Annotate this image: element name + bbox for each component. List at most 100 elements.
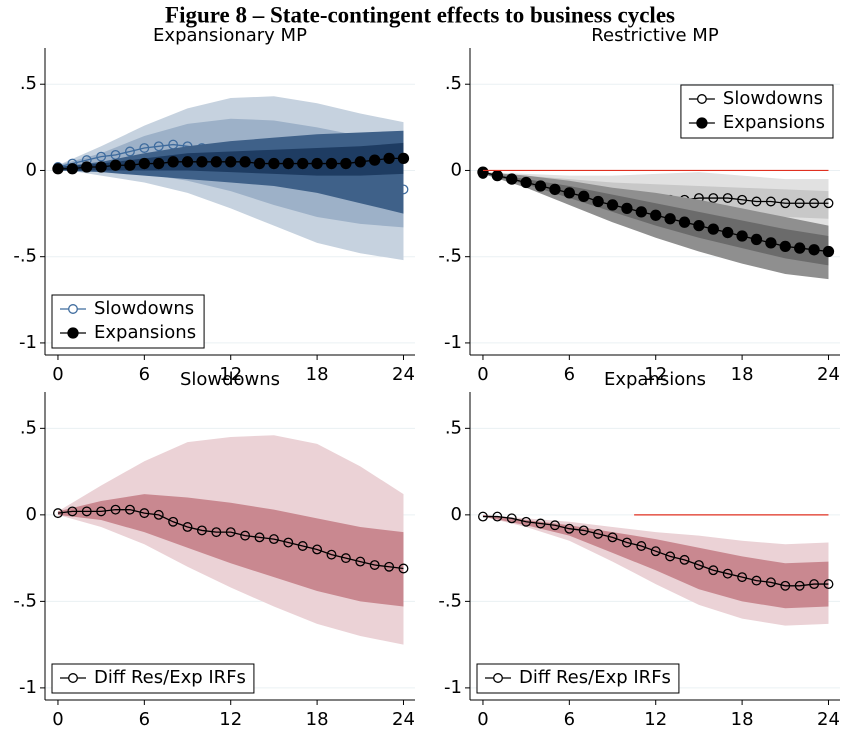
x-tick-label: 6	[139, 709, 150, 730]
marker	[765, 237, 777, 249]
marker	[354, 156, 366, 168]
x-tick-label: 12	[219, 709, 242, 730]
marker	[311, 157, 323, 170]
marker	[139, 143, 150, 153]
legend-box	[51, 294, 205, 349]
marker	[268, 534, 279, 545]
x-tick-label: 0	[477, 364, 488, 385]
y-tick-label: .5	[445, 417, 462, 438]
marker	[96, 151, 107, 162]
marker	[398, 563, 409, 574]
marker	[196, 156, 208, 168]
y-tick-label: -1	[444, 677, 462, 698]
marker	[765, 577, 776, 588]
y-tick-label: -1	[19, 332, 37, 353]
marker	[751, 196, 762, 207]
series-line	[482, 515, 829, 587]
marker	[707, 223, 719, 235]
panel-title: Slowdowns	[180, 369, 280, 390]
marker	[67, 506, 78, 517]
marker	[52, 163, 64, 175]
y-tick-label: -.5	[13, 246, 37, 267]
marker	[138, 157, 150, 170]
legend-marker	[696, 94, 707, 104]
marker	[650, 546, 661, 557]
marker	[96, 506, 107, 517]
marker	[809, 198, 820, 209]
panel-title: Expansions	[604, 369, 706, 390]
marker	[737, 194, 748, 205]
y-tick-label: 0	[26, 159, 37, 180]
x-tick-label: 18	[306, 364, 329, 385]
marker	[780, 198, 791, 209]
legend-marker	[67, 327, 79, 339]
marker	[66, 163, 79, 175]
x-tick-label: 12	[644, 364, 667, 385]
marker	[196, 525, 207, 536]
y-tick-label: -.5	[438, 590, 462, 611]
marker	[822, 245, 835, 258]
x-tick-label: 24	[817, 709, 840, 730]
x-tick-label: 0	[477, 709, 488, 730]
legend-label: Slowdowns	[723, 88, 823, 109]
legend-label: Expansions	[94, 322, 196, 343]
marker	[794, 580, 805, 591]
marker	[578, 525, 589, 536]
x-tick-label: 0	[52, 364, 63, 385]
marker	[607, 532, 618, 543]
marker	[491, 169, 504, 182]
legend-marker	[493, 673, 503, 683]
marker	[678, 216, 691, 228]
marker	[521, 516, 532, 527]
marker	[636, 541, 647, 551]
marker	[549, 183, 561, 196]
marker	[564, 523, 575, 534]
marker	[664, 213, 676, 225]
marker	[297, 157, 309, 170]
marker	[340, 553, 351, 564]
y-tick-label: .5	[20, 417, 37, 438]
marker	[297, 541, 308, 551]
marker	[635, 206, 647, 218]
figure-title: Figure 8 – State-contingent effects to b…	[165, 2, 675, 27]
marker	[492, 511, 503, 522]
marker	[239, 156, 251, 168]
y-tick-label: .5	[445, 73, 462, 94]
x-tick-label: 18	[731, 709, 754, 730]
marker	[369, 154, 381, 166]
marker	[823, 579, 834, 590]
marker	[253, 157, 266, 170]
y-tick-label: -.5	[13, 590, 37, 611]
marker	[809, 579, 820, 590]
marker	[225, 156, 237, 168]
marker	[312, 544, 323, 555]
legend: Diff Res/Exp IRFs	[51, 663, 255, 694]
marker	[124, 159, 136, 171]
y-tick-label: -1	[444, 332, 462, 353]
marker	[283, 537, 294, 548]
marker	[124, 146, 135, 157]
marker	[181, 156, 194, 168]
legend: Slowdowns Expansions	[680, 84, 834, 139]
legend-marker	[696, 117, 708, 129]
marker	[808, 244, 820, 256]
marker	[737, 572, 748, 583]
marker	[708, 193, 719, 204]
x-tick-label: 24	[817, 364, 840, 385]
marker	[665, 551, 676, 562]
marker	[736, 230, 748, 242]
marker	[182, 522, 193, 532]
confidence-band	[57, 494, 404, 607]
marker	[780, 580, 791, 591]
marker	[650, 209, 662, 221]
x-tick-label: 18	[306, 709, 329, 730]
marker	[478, 511, 488, 522]
marker	[254, 532, 265, 543]
marker	[355, 556, 366, 567]
marker	[109, 159, 122, 171]
marker	[750, 233, 763, 246]
marker	[708, 565, 719, 576]
legend-marker	[68, 304, 78, 314]
marker	[535, 518, 546, 529]
marker	[167, 156, 179, 168]
